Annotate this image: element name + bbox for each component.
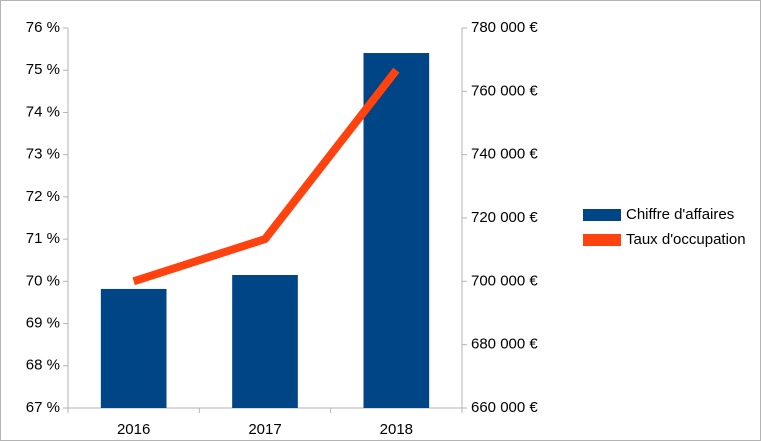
bar	[363, 53, 430, 409]
y-tick-label: 69 %	[26, 315, 60, 332]
x-tick-label: 2017	[248, 421, 281, 438]
y2-tick-label: 720 000 €	[471, 209, 538, 226]
y-tick-label: 72 %	[26, 188, 60, 205]
y2-tick-label: 780 000 €	[471, 19, 538, 36]
bar	[232, 275, 298, 408]
y-tick-label: 76 %	[26, 19, 60, 36]
line	[132, 67, 400, 286]
y2-tick-label: 680 000 €	[471, 336, 538, 353]
y-tick-label: 74 %	[26, 103, 60, 120]
y-tick-label: 71 %	[26, 230, 60, 247]
y2-tick-label: 760 000 €	[471, 82, 538, 99]
y-tick-label: 73 %	[26, 146, 60, 163]
legend-label: Taux d'occupation	[626, 231, 746, 248]
x-tick-label: 2016	[117, 421, 150, 438]
legend-swatch	[583, 209, 621, 221]
y-tick-label: 75 %	[26, 61, 60, 78]
y-tick-label: 70 %	[26, 272, 60, 289]
legend-swatch	[583, 234, 621, 246]
bar	[100, 288, 167, 408]
x-tick-label: 2018	[380, 421, 413, 438]
legend-label: Chiffre d'affaires	[626, 206, 734, 223]
y2-tick-label: 700 000 €	[471, 272, 538, 289]
y2-tick-label: 740 000 €	[471, 146, 538, 163]
y2-tick-label: 660 000 €	[471, 399, 538, 416]
y-tick-label: 68 %	[26, 357, 60, 374]
y-tick-label: 67 %	[26, 399, 60, 416]
